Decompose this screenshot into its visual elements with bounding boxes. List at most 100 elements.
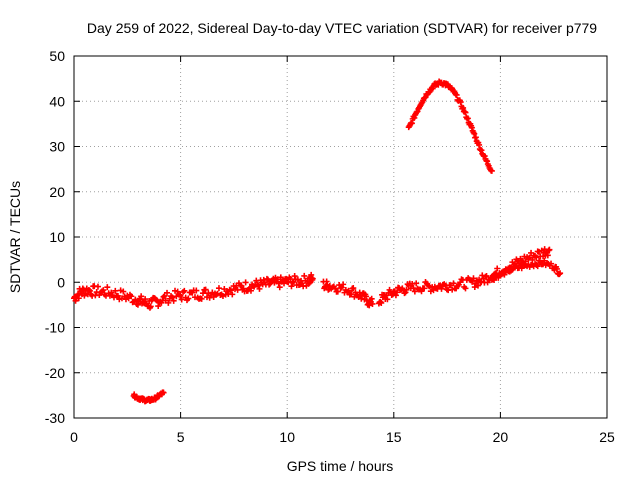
y-tick-label: -10	[45, 320, 65, 336]
data-point	[403, 286, 410, 293]
data-point	[160, 389, 167, 396]
chart-title: Day 259 of 2022, Sidereal Day-to-day VTE…	[87, 20, 597, 36]
data-point	[247, 287, 254, 294]
data-point	[478, 147, 485, 154]
data-point	[494, 265, 501, 272]
series-lower-branch	[488, 257, 564, 284]
data-point	[299, 280, 306, 287]
x-axis-ticks: 0 5 10 15 20 25	[70, 56, 615, 445]
data-point	[366, 302, 373, 309]
grid-lines	[74, 56, 607, 418]
y-axis-ticks: -30 -20 -10 0 10 20 30 40 50	[45, 48, 607, 426]
data-point	[475, 282, 482, 289]
data-point	[533, 254, 540, 261]
data-point	[368, 295, 375, 302]
data-point	[193, 287, 200, 294]
y-tick-label: -30	[45, 410, 65, 426]
data-point	[198, 295, 205, 302]
data-point	[114, 292, 121, 299]
data-point	[185, 295, 192, 302]
data-point	[378, 299, 385, 306]
data-points	[71, 78, 564, 405]
data-point	[120, 288, 127, 295]
data-point	[462, 285, 469, 292]
y-axis-label: SDTVAR / TECUs	[7, 181, 23, 293]
data-point	[450, 280, 457, 287]
series-main-band-1	[71, 271, 316, 311]
data-point	[386, 286, 393, 293]
data-point	[132, 296, 139, 303]
data-point	[334, 288, 341, 295]
data-point	[495, 274, 502, 281]
data-point	[488, 167, 495, 174]
data-point	[301, 272, 308, 279]
data-point	[275, 280, 282, 287]
y-tick-label: 20	[49, 184, 65, 200]
data-point	[413, 280, 420, 287]
data-point	[178, 296, 185, 303]
data-point	[170, 297, 177, 304]
x-tick-label: 20	[493, 429, 509, 445]
y-tick-label: 10	[49, 229, 65, 245]
data-point	[256, 285, 263, 292]
data-point	[546, 246, 553, 253]
data-point	[246, 284, 253, 291]
data-point	[421, 285, 428, 292]
data-point	[534, 263, 541, 270]
data-point	[491, 277, 498, 284]
data-point	[240, 285, 247, 292]
series-positive-arc	[405, 78, 495, 174]
data-point	[85, 286, 92, 293]
data-point	[181, 287, 188, 294]
data-point	[338, 284, 345, 291]
data-point	[147, 303, 154, 310]
series-main-band-3	[375, 246, 553, 307]
data-point	[104, 284, 111, 291]
data-point	[501, 271, 508, 278]
data-point	[199, 290, 206, 297]
data-point	[160, 293, 167, 300]
data-point	[469, 278, 476, 285]
data-point	[75, 295, 82, 302]
data-point	[393, 289, 400, 296]
data-point	[345, 287, 352, 294]
data-point	[202, 286, 209, 293]
data-point	[242, 279, 249, 286]
data-point	[384, 296, 391, 303]
data-point	[483, 272, 490, 279]
data-point	[177, 292, 184, 299]
data-point	[165, 299, 172, 306]
data-point	[254, 281, 261, 288]
data-point	[294, 276, 301, 283]
data-point	[86, 287, 93, 294]
y-tick-label: 40	[49, 93, 65, 109]
y-tick-label: 50	[49, 48, 65, 64]
data-point	[340, 281, 347, 288]
data-point	[392, 292, 399, 299]
data-point	[369, 300, 376, 307]
data-point	[169, 294, 176, 301]
data-point	[227, 287, 234, 294]
data-point	[274, 276, 281, 283]
data-point	[291, 273, 298, 280]
data-point	[557, 270, 564, 277]
data-point	[289, 279, 296, 286]
data-point	[548, 260, 555, 267]
data-point	[215, 285, 222, 292]
series-main-band-2	[320, 278, 376, 309]
y-tick-label: 30	[49, 139, 65, 155]
data-point	[155, 303, 162, 310]
data-point	[128, 293, 135, 300]
data-point	[164, 289, 171, 296]
data-point	[288, 283, 295, 290]
series-negative-arc	[130, 389, 167, 405]
data-point	[287, 276, 294, 283]
x-tick-label: 5	[177, 429, 185, 445]
data-point	[266, 281, 273, 288]
data-point	[281, 280, 288, 287]
x-axis-label: GPS time / hours	[287, 458, 394, 474]
data-point	[229, 291, 236, 298]
plot-frame	[73, 55, 608, 419]
data-point	[350, 285, 357, 292]
